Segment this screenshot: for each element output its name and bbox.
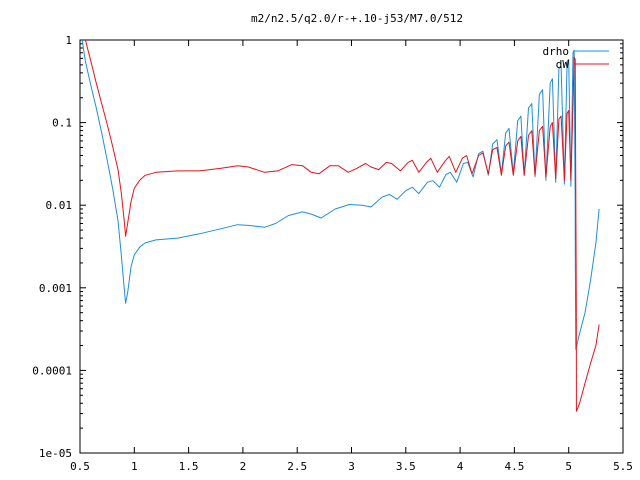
- series-layer: [81, 39, 600, 412]
- x-tick-label: 5.5: [613, 460, 633, 473]
- y-tick-label: 1e-05: [39, 447, 72, 460]
- series-line-drho: [81, 39, 600, 350]
- y-tick-label: 0.001: [39, 282, 72, 295]
- x-tick-label: 0.5: [70, 460, 90, 473]
- x-tick-label: 5: [565, 460, 572, 473]
- x-tick-label: 2.5: [287, 460, 307, 473]
- x-axis: 0.5 1 1.5 2 2.5 3 3.5 4 4.5 5 5.5: [70, 40, 633, 473]
- x-tick-label: 2: [240, 460, 247, 473]
- legend-label-dW: dW: [556, 58, 570, 71]
- legend-label-drho: drho: [543, 45, 570, 58]
- x-tick-label: 3: [348, 460, 355, 473]
- y-tick-label: 0.1: [52, 117, 72, 130]
- x-tick-label: 1.5: [179, 460, 199, 473]
- chart-title: m2/n2.5/q2.0/r-+.10-j53/M7.0/512: [251, 12, 463, 25]
- y-tick-label: 1: [65, 34, 72, 47]
- x-tick-label: 3.5: [396, 460, 416, 473]
- x-tick-label: 1: [131, 460, 138, 473]
- y-tick-label: 0.0001: [32, 364, 72, 377]
- y-tick-label: 0.01: [46, 199, 73, 212]
- y-axis: 1 0.1 0.01 0.001 0.0001 1e-05: [32, 34, 623, 460]
- x-tick-label: 4: [457, 460, 464, 473]
- series-line-dW: [84, 39, 600, 412]
- plot-area-border: [79, 39, 624, 454]
- x-tick-label: 4.5: [504, 460, 524, 473]
